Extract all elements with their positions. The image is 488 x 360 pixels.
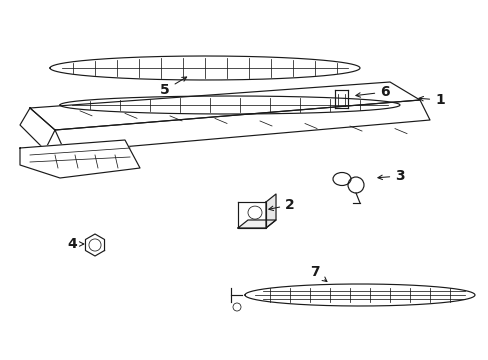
Text: 3: 3 [377,169,404,183]
Text: 6: 6 [355,85,389,99]
Polygon shape [238,202,265,228]
Polygon shape [20,140,140,178]
Polygon shape [85,234,104,256]
Polygon shape [60,96,399,114]
Text: 4: 4 [67,237,83,251]
Polygon shape [238,220,275,228]
Polygon shape [20,108,55,150]
Polygon shape [50,56,359,80]
Text: 1: 1 [418,93,444,107]
Text: 7: 7 [309,265,326,282]
Text: 2: 2 [268,198,294,212]
Polygon shape [244,284,474,306]
Polygon shape [265,194,275,228]
Text: 5: 5 [160,77,186,97]
Polygon shape [55,100,429,152]
Polygon shape [30,82,419,130]
